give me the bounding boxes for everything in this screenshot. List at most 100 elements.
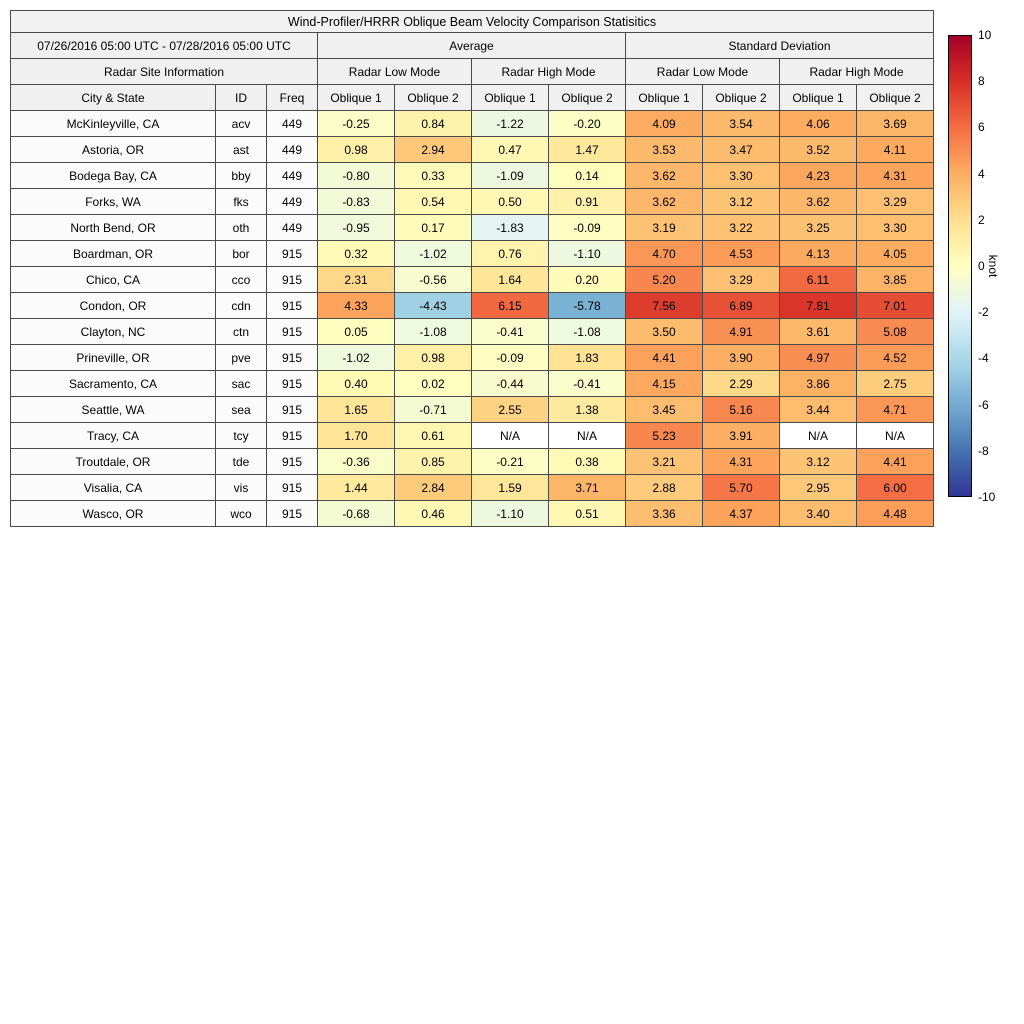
value-cell: 4.41: [856, 448, 934, 475]
value-cell: 2.84: [394, 474, 472, 501]
table-row: Condon, OR cdn 915 4.33 -4.43 6.15 -5.78 7.56 6.…: [10, 292, 934, 319]
table-row: Sacramento, CA sac 915 0.40 0.02 -0.44 -0.41 4.…: [10, 370, 934, 397]
colorbar-tick-label: 10: [978, 28, 992, 42]
id-cell: fks: [215, 188, 267, 215]
value-cell: 0.91: [548, 188, 626, 215]
column-header-oblique: Oblique 1: [471, 84, 549, 111]
colorbar-area: 10 8 6 4 2 0 -2 -4 -6 -8 -10: [948, 29, 1008, 503]
value-cell: 3.62: [625, 162, 703, 189]
table-body: McKinleyville, CA acv 449 -0.25 0.84 -1.22 -0.…: [10, 110, 934, 527]
city-cell: Seattle, WA: [10, 396, 216, 423]
value-cell: 3.71: [548, 474, 626, 501]
value-cell: 3.69: [856, 110, 934, 137]
freq-cell: 915: [266, 396, 318, 423]
stats-figure: Wind-Profiler/HRRR Oblique Beam Velocity…: [10, 10, 934, 527]
value-cell: -1.09: [471, 162, 549, 189]
value-cell: 0.32: [317, 240, 395, 267]
value-cell: 0.20: [548, 266, 626, 293]
colorbar-tick-label: 8: [978, 74, 985, 89]
date-range: 07/26/2016 05:00 UTC - 07/28/2016 05:00 …: [10, 32, 318, 59]
freq-cell: 915: [266, 474, 318, 501]
freq-cell: 915: [266, 240, 318, 267]
id-cell: ctn: [215, 318, 267, 345]
value-cell: -1.22: [471, 110, 549, 137]
std-group-header: Standard Deviation: [625, 32, 934, 59]
table-row: Astoria, OR ast 449 0.98 2.94 0.47 1.47 3.53 3.4…: [10, 136, 934, 163]
value-cell: N/A: [548, 422, 626, 449]
value-cell: 5.16: [702, 396, 780, 423]
value-cell: 3.19: [625, 214, 703, 241]
value-cell: 0.98: [317, 136, 395, 163]
table-row: Visalia, CA vis 915 1.44 2.84 1.59 3.71 2.88 5.7…: [10, 474, 934, 501]
table-row: Forks, WA fks 449 -0.83 0.54 0.50 0.91 3.62 3.12…: [10, 188, 934, 215]
id-cell: sea: [215, 396, 267, 423]
value-cell: -0.21: [471, 448, 549, 475]
value-cell: -0.95: [317, 214, 395, 241]
title-row: Wind-Profiler/HRRR Oblique Beam Velocity…: [10, 10, 934, 33]
value-cell: N/A: [471, 422, 549, 449]
value-cell: -0.80: [317, 162, 395, 189]
id-cell: bby: [215, 162, 267, 189]
colorbar-tick-label: 6: [978, 120, 985, 135]
freq-cell: 915: [266, 422, 318, 449]
table-row: Bodega Bay, CA bby 449 -0.80 0.33 -1.09 0.14 3.…: [10, 162, 934, 189]
value-cell: 3.53: [625, 136, 703, 163]
value-cell: 0.54: [394, 188, 472, 215]
city-cell: North Bend, OR: [10, 214, 216, 241]
value-cell: 3.47: [702, 136, 780, 163]
value-cell: 1.59: [471, 474, 549, 501]
value-cell: 3.62: [625, 188, 703, 215]
column-header-row: City & State ID Freq Oblique 1 Oblique 2…: [10, 84, 934, 111]
freq-cell: 915: [266, 318, 318, 345]
value-cell: 4.33: [317, 292, 395, 319]
value-cell: -0.44: [471, 370, 549, 397]
mode-header: Radar Low Mode: [317, 58, 472, 85]
value-cell: 4.41: [625, 344, 703, 371]
city-cell: Chico, CA: [10, 266, 216, 293]
city-cell: McKinleyville, CA: [10, 110, 216, 137]
value-cell: 3.22: [702, 214, 780, 241]
value-cell: 3.50: [625, 318, 703, 345]
id-cell: bor: [215, 240, 267, 267]
table-row: Tracy, CA tcy 915 1.70 0.61 N/A N/A 5.23 3.91 N/A…: [10, 422, 934, 449]
city-cell: Astoria, OR: [10, 136, 216, 163]
value-cell: 2.55: [471, 396, 549, 423]
city-cell: Sacramento, CA: [10, 370, 216, 397]
value-cell: 3.54: [702, 110, 780, 137]
value-cell: -0.83: [317, 188, 395, 215]
freq-cell: 915: [266, 266, 318, 293]
value-cell: 5.08: [856, 318, 934, 345]
colorbar-tick-label: -8: [978, 443, 989, 458]
value-cell: 3.61: [779, 318, 857, 345]
value-cell: -1.02: [317, 344, 395, 371]
value-cell: 4.13: [779, 240, 857, 267]
value-cell: 4.53: [702, 240, 780, 267]
column-header-city: City & State: [10, 84, 216, 111]
column-header-oblique: Oblique 2: [394, 84, 472, 111]
value-cell: -0.20: [548, 110, 626, 137]
colorbar-tick-label: 4: [978, 166, 985, 181]
value-cell: 0.46: [394, 500, 472, 527]
table-row: Troutdale, OR tde 915 -0.36 0.85 -0.21 0.38 3.2…: [10, 448, 934, 475]
value-cell: 4.71: [856, 396, 934, 423]
value-cell: 0.47: [471, 136, 549, 163]
value-cell: 4.06: [779, 110, 857, 137]
value-cell: 4.37: [702, 500, 780, 527]
city-cell: Visalia, CA: [10, 474, 216, 501]
colorbar-tick-label: -10: [978, 490, 996, 504]
table-row: Chico, CA cco 915 2.31 -0.56 1.64 0.20 5.20 3.29…: [10, 266, 934, 293]
value-cell: 4.23: [779, 162, 857, 189]
value-cell: 6.15: [471, 292, 549, 319]
value-cell: 3.52: [779, 136, 857, 163]
value-cell: 0.40: [317, 370, 395, 397]
table-row: Clayton, NC ctn 915 0.05 -1.08 -0.41 -1.08 3.50…: [10, 318, 934, 345]
value-cell: 4.31: [856, 162, 934, 189]
value-cell: 4.11: [856, 136, 934, 163]
table-head: Wind-Profiler/HRRR Oblique Beam Velocity…: [10, 10, 934, 111]
freq-cell: 915: [266, 292, 318, 319]
id-cell: sac: [215, 370, 267, 397]
id-cell: oth: [215, 214, 267, 241]
table-row: Prineville, OR pve 915 -1.02 0.98 -0.09 1.83 4.…: [10, 344, 934, 371]
mode-header-row: Radar Site Information Radar Low Mode Ra…: [10, 58, 934, 85]
value-cell: 3.86: [779, 370, 857, 397]
